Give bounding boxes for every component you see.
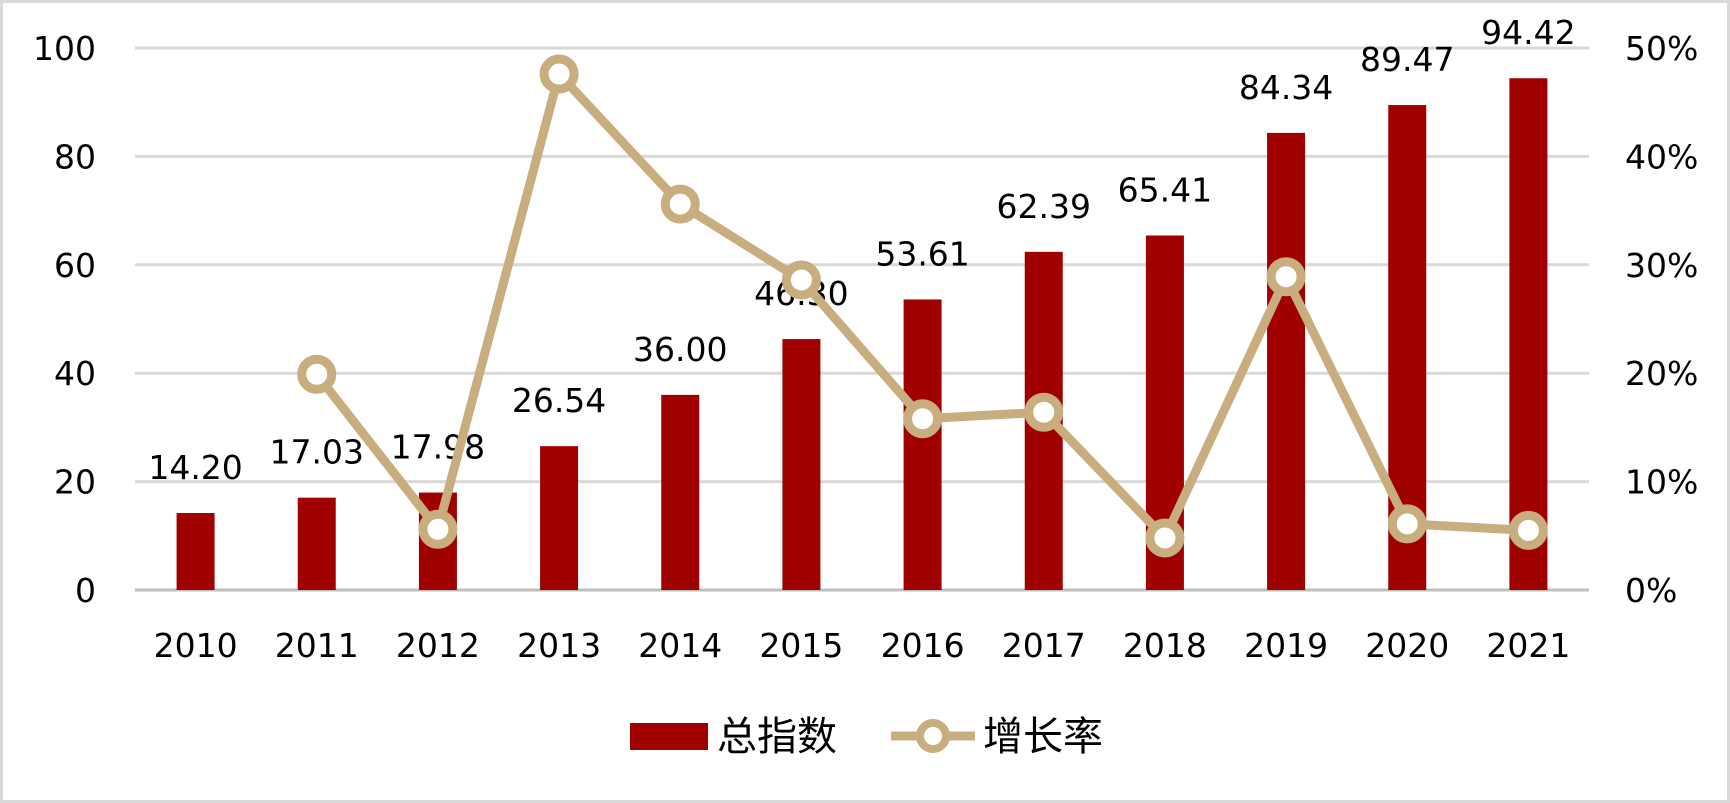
legend-label-line: 增长率 [983,714,1103,760]
y-right-tick-label: 40% [1625,137,1698,176]
axes: 0 20 40 60 80 100 0% 10% 20% 30% 40% 50% 2010 2011 201… [33,29,1698,665]
bar-value-label: 26.54 [512,381,606,420]
growth-point [1145,518,1185,558]
x-tick-label: 2014 [638,626,722,665]
y-left-tick-label: 60 [54,246,96,285]
bar-value-label: 14.20 [148,448,242,487]
growth-point [1024,392,1064,432]
growth-point [781,260,821,300]
growth-point [1266,257,1306,297]
bar-value-label: 17.98 [391,428,485,467]
x-tick-label: 2020 [1365,626,1449,665]
growth-point [1387,504,1427,544]
x-tick-label: 2021 [1486,626,1570,665]
growth-point [418,509,458,549]
bar-value-label: 17.03 [270,433,364,472]
growth-point [1508,510,1548,550]
y-left-tick-label: 100 [33,29,96,68]
bar [297,497,336,590]
bar-value-label: 94.42 [1481,13,1575,52]
chart-svg: 14.2017.0317.9826.5436.0046.3053.6162.39… [33,13,1698,760]
bar-value-label: 65.41 [1118,170,1212,209]
bar-value-label: 89.47 [1360,40,1454,79]
bar-value-label: 84.34 [1239,68,1333,107]
bar-value-label: 62.39 [997,187,1091,226]
x-tick-label: 2010 [154,626,238,665]
x-tick-label: 2013 [517,626,601,665]
bar [782,339,821,590]
y-right-tick-label: 20% [1625,354,1698,393]
x-tick-label: 2016 [881,626,965,665]
growth-point [660,184,700,224]
y-right-tick-label: 50% [1625,29,1698,68]
x-tick-label: 2018 [1123,626,1207,665]
y-right-tick-label: 10% [1625,463,1698,502]
bar [1267,132,1306,590]
y-left-tick-label: 20 [54,463,96,502]
bar-value-label: 53.61 [875,234,969,273]
y-left-tick-label: 80 [54,137,96,176]
legend-swatch-bar [630,723,708,750]
gridlines [135,46,1589,592]
x-tick-label: 2011 [275,626,359,665]
x-tick-label: 2015 [759,626,843,665]
legend-label-bar: 总指数 [717,714,837,760]
bar [540,446,579,590]
bar [176,513,215,590]
bar [903,299,942,590]
growth-point [539,54,579,94]
bar [661,394,700,590]
y-right-tick-label: 0% [1625,571,1677,610]
growth-point [903,399,943,439]
y-right-tick-label: 30% [1625,246,1698,285]
legend: 总指数 增长率 [630,714,1103,760]
x-tick-label: 2012 [396,626,480,665]
bar [1509,78,1548,591]
x-tick-label: 2019 [1244,626,1328,665]
x-tick-label: 2017 [1002,626,1086,665]
growth-line [297,54,1548,558]
y-left-tick-label: 0 [75,571,96,610]
bar-value-label: 36.00 [633,330,727,369]
legend-swatch-marker [916,719,950,753]
y-left-tick-label: 40 [54,354,96,393]
growth-point [297,354,337,394]
bar-labels: 14.2017.0317.9826.5436.0046.3053.6162.39… [148,13,1575,487]
